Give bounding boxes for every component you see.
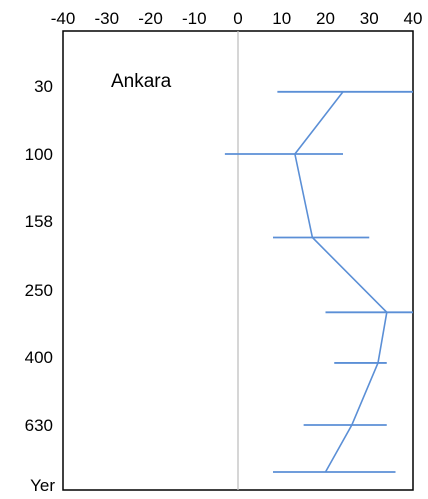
x-tick-label: 10 [272, 9, 291, 28]
x-tick-label: -40 [51, 9, 76, 28]
x-tick-label: 30 [360, 9, 379, 28]
y-tick-label: 158 [25, 212, 53, 231]
y-tick-label: 30 [34, 77, 53, 96]
x-tick-label: 40 [404, 9, 423, 28]
x-tick-label: -30 [94, 9, 119, 28]
y-tick-label: Yer [30, 476, 55, 495]
y-tick-label: 400 [25, 348, 53, 367]
y-axis-tick-labels: 30 100 158 250 400 630 Yer [25, 77, 56, 495]
y-tick-label: 250 [25, 281, 53, 300]
x-axis-tick-labels: -40 -30 -20 -10 0 10 20 30 40 [51, 9, 423, 28]
x-tick-label: -10 [182, 9, 207, 28]
x-tick-label: -20 [138, 9, 163, 28]
y-tick-label: 100 [25, 145, 53, 164]
x-tick-label: 0 [233, 9, 242, 28]
series-layer [224, 90, 413, 473]
chart-annotation: Ankara [111, 71, 172, 92]
y-tick-label: 630 [25, 416, 53, 435]
x-tick-label: 20 [316, 9, 335, 28]
